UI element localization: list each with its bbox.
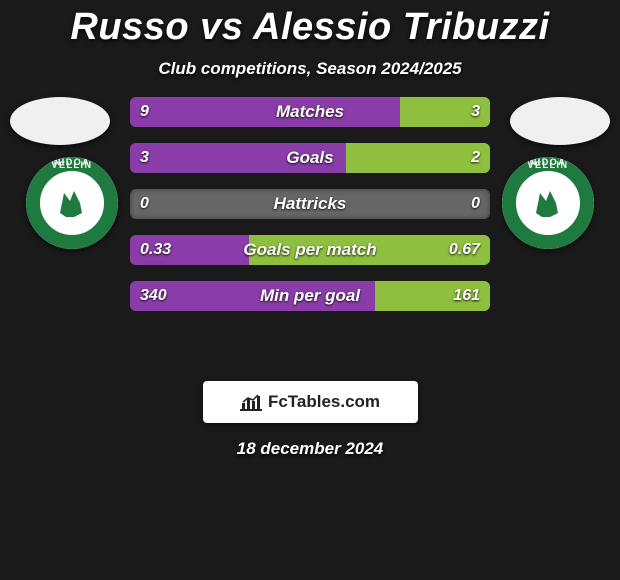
stat-row: Hattricks0 0	[130, 189, 490, 219]
comparison-stage: VELLIN NIDOA VELLIN NIDOA Matches93Goals…	[0, 103, 620, 363]
stat-value-right: 2	[471, 143, 480, 173]
stat-row: Goals3 2	[130, 143, 490, 173]
player-avatar-right	[510, 97, 610, 145]
stat-value-left: 9	[140, 97, 149, 127]
stat-row: Goals per match0.33 0.67	[130, 235, 490, 265]
comparison-bars: Matches93Goals32Hattricks00Goals per mat…	[130, 97, 490, 327]
stat-value-left: 3	[140, 143, 149, 173]
stat-label: Goals per match	[130, 235, 490, 265]
date-label: 18 december 2024	[0, 439, 620, 459]
club-wolf-icon	[528, 183, 568, 223]
bar-chart-icon	[240, 393, 262, 411]
stat-value-left: 0	[140, 189, 149, 219]
club-badge-right: VELLIN NIDOA	[502, 157, 594, 249]
brand-text: FcTables.com	[268, 392, 380, 412]
stat-row: Min per goal340 161	[130, 281, 490, 311]
stat-value-right: 161	[453, 281, 480, 311]
stat-label: Min per goal	[130, 281, 490, 311]
club-badge-left: VELLIN NIDOA	[26, 157, 118, 249]
subtitle: Club competitions, Season 2024/2025	[0, 49, 620, 79]
brand-box: FcTables.com	[203, 381, 418, 423]
stat-value-right: 0	[471, 189, 480, 219]
page-title: Russo vs Alessio Tribuzzi	[0, 0, 620, 49]
stat-label: Goals	[130, 143, 490, 173]
club-wolf-icon	[52, 183, 92, 223]
stat-label: Matches	[130, 97, 490, 127]
stat-value-right: 3	[471, 97, 480, 127]
stat-value-left: 340	[140, 281, 167, 311]
player-avatar-left	[10, 97, 110, 145]
stat-label: Hattricks	[130, 189, 490, 219]
stat-value-right: 0.67	[449, 235, 480, 265]
stat-value-left: 0.33	[140, 235, 171, 265]
stat-row: Matches9 3	[130, 97, 490, 127]
